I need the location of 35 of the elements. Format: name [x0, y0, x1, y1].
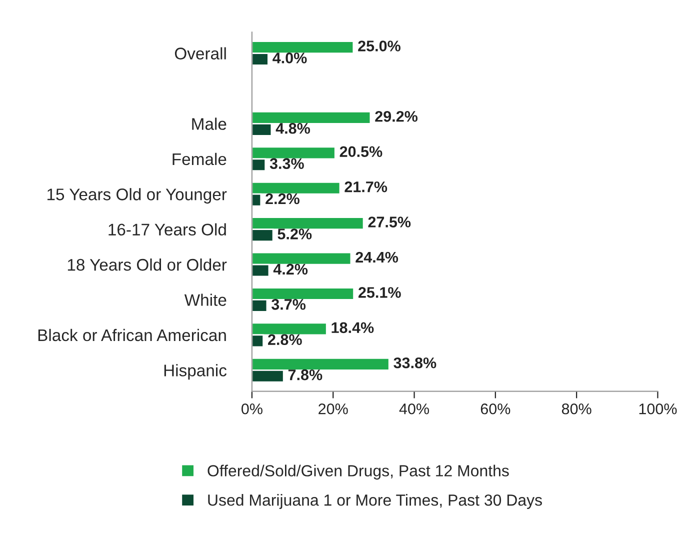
x-tick-label: 100% [639, 403, 677, 414]
legend-label: Used Marijuana 1 or More Times, Past 30 Days [208, 494, 542, 509]
x-tick-label: 40% [399, 403, 430, 414]
data-label: 2.8% [268, 334, 302, 346]
data-label: 18.4% [332, 322, 374, 334]
data-label: 33.8% [394, 357, 436, 368]
data-label: 3.7% [271, 299, 306, 310]
y-tick-label: Male [192, 118, 226, 130]
x-tick-label: 80% [562, 403, 592, 414]
data-label: 27.5% [368, 216, 411, 228]
data-label: 24.4% [356, 252, 398, 263]
data-label: 29.2% [375, 111, 418, 122]
y-tick-label: Overall [174, 47, 226, 60]
y-tick-label: Black or African American [38, 328, 226, 342]
data-label: 5.2% [278, 228, 312, 240]
y-tick-label: 15 Years Old or Younger [47, 188, 227, 204]
y-tick-label: 16-17 Years Old [108, 223, 226, 236]
data-label: 4.8% [276, 122, 310, 134]
y-tick-label: White [184, 294, 226, 306]
data-label: 4.2% [273, 264, 308, 275]
legend-label: Offered/Sold/Given Drugs, Past 12 Months [208, 464, 509, 480]
data-label: 25.1% [358, 287, 401, 298]
data-label: 2.2% [266, 193, 300, 204]
data-label: 7.8% [288, 369, 322, 380]
data-label: 20.5% [340, 146, 382, 158]
y-tick-label: 18 Years Old or Older [68, 258, 227, 271]
x-tick-label: 20% [318, 403, 348, 414]
data-label: 21.7% [344, 181, 388, 192]
x-tick-label: 60% [480, 403, 510, 414]
data-label: 3.3% [270, 158, 304, 170]
y-tick-label: Female [172, 152, 226, 166]
data-label: 25.0% [358, 40, 400, 52]
y-tick-label: Hispanic [164, 364, 227, 380]
x-tick-label: 0% [242, 403, 262, 414]
data-label: 4.0% [272, 52, 307, 64]
